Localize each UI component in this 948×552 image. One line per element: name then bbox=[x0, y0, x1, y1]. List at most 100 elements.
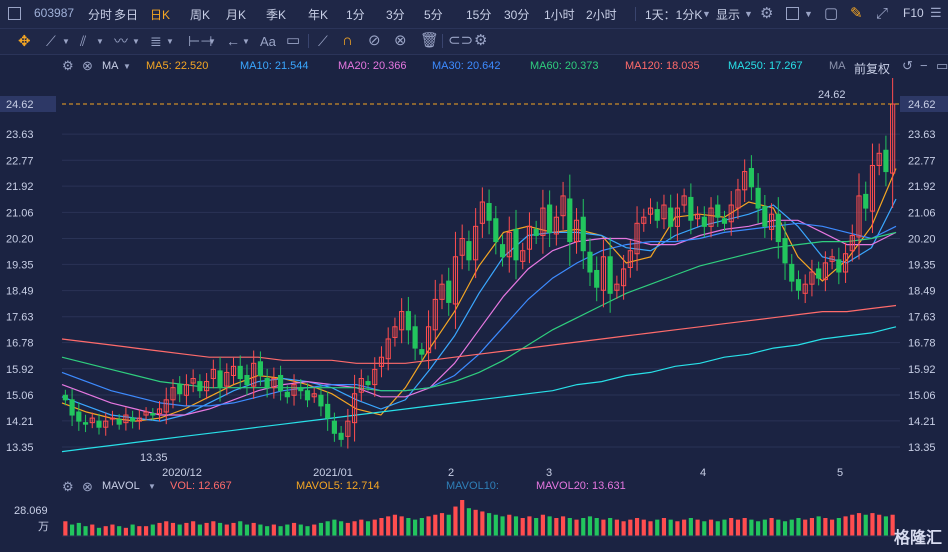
volume-bar bbox=[628, 519, 633, 536]
magnet-icon[interactable]: ∩ bbox=[342, 32, 353, 49]
settings-icon[interactable]: ⚙ bbox=[62, 58, 74, 73]
chevron-down-icon[interactable]: ▼ bbox=[242, 37, 250, 46]
candlesticks bbox=[62, 78, 896, 449]
tab-period-5[interactable]: 季K bbox=[266, 8, 287, 22]
volume-axis-value: 28.069 bbox=[14, 505, 48, 517]
candle bbox=[136, 417, 142, 422]
window-icon[interactable]: ▢ bbox=[824, 5, 839, 22]
settings-icon[interactable]: ⚙ bbox=[62, 479, 74, 494]
trendline-tool-icon[interactable]: ⫽ bbox=[80, 33, 87, 49]
chevron-down-icon[interactable]: ▼ bbox=[208, 37, 216, 46]
chevron-down-icon[interactable]: ▼ bbox=[148, 482, 156, 491]
pencil-icon[interactable]: ✎ bbox=[850, 5, 863, 22]
volume-bar bbox=[608, 518, 613, 536]
volume-bar bbox=[769, 518, 774, 536]
move-cursor-icon[interactable]: ✥ bbox=[18, 33, 31, 50]
close-icon[interactable]: ⊗ bbox=[82, 479, 93, 494]
line-tool-icon[interactable]: ⟋ bbox=[46, 33, 56, 49]
comment-tool-icon[interactable]: ▭ bbox=[286, 32, 301, 49]
chevron-down-icon[interactable]: ▼ bbox=[96, 37, 104, 46]
undo-icon[interactable]: ↺ bbox=[902, 58, 913, 73]
candle bbox=[600, 256, 607, 291]
candle bbox=[627, 250, 633, 268]
fullscreen-icon[interactable]: ⤢ bbox=[876, 5, 889, 22]
drawing-settings-icon[interactable]: ⚙ bbox=[474, 32, 488, 49]
tab-period-13[interactable]: 2小时 bbox=[586, 8, 617, 22]
select-checkbox[interactable] bbox=[8, 7, 21, 20]
fibonacci-tool-icon[interactable]: ≣ bbox=[150, 33, 162, 49]
combo-period-select[interactable]: 1天：1分K bbox=[645, 8, 703, 22]
chevron-down-icon[interactable]: ▼ bbox=[123, 62, 131, 71]
trash-icon[interactable]: 🗑 bbox=[420, 32, 440, 49]
candle bbox=[230, 365, 237, 376]
chevron-down-icon[interactable]: ▼ bbox=[62, 37, 70, 46]
mavol-indicator-label[interactable]: MAVOL bbox=[102, 480, 140, 492]
tab-period-10[interactable]: 15分 bbox=[466, 8, 492, 22]
drawing-toolbar: ✥ ⟋ ▼ ⫽ ▼ 〰 ▼ ≣ ▼ ⊢⊣ ▼ ← ▼ Aa ▭ ⟋ ∩ ⊘ ⊗ … bbox=[0, 29, 948, 55]
adjust-mode-select[interactable]: 前复权 bbox=[854, 62, 891, 76]
ma-indicator-label[interactable]: MA bbox=[102, 60, 119, 72]
toggle-drawings-icon[interactable]: ⊂⊃ bbox=[448, 32, 474, 49]
chevron-down-icon[interactable]: ▼ bbox=[166, 37, 174, 46]
volume-bar bbox=[843, 516, 848, 536]
volume-bar bbox=[379, 518, 384, 536]
wave-tool-icon[interactable]: 〰 bbox=[114, 33, 128, 49]
chevron-down-icon[interactable]: ▼ bbox=[702, 9, 711, 19]
tab-period-11[interactable]: 30分 bbox=[504, 8, 530, 22]
close-icon[interactable]: ⊗ bbox=[82, 58, 93, 73]
more-icon[interactable]: ☰ bbox=[930, 5, 942, 20]
volume-bar bbox=[365, 521, 371, 536]
tab-period-8[interactable]: 3分 bbox=[386, 8, 405, 22]
tab-period-9[interactable]: 5分 bbox=[424, 8, 443, 22]
tab-period-2[interactable]: 日K bbox=[150, 8, 171, 22]
volume-chart[interactable]: 28.069 万 bbox=[0, 496, 948, 552]
price-chart[interactable]: 23.63 22.77 21.92 21.06 20.20 19.35 18.49 17.63… bbox=[0, 78, 948, 476]
candle bbox=[634, 222, 640, 255]
chevron-down-icon[interactable]: ▼ bbox=[132, 37, 140, 46]
tab-period-1[interactable]: 多日 bbox=[114, 8, 139, 22]
candle bbox=[695, 213, 701, 220]
candle bbox=[89, 417, 95, 424]
candle bbox=[271, 378, 277, 389]
candle bbox=[520, 250, 526, 262]
minus-icon[interactable]: − bbox=[920, 58, 928, 73]
chevron-down-icon[interactable]: ▼ bbox=[804, 9, 813, 19]
volume-bar bbox=[238, 521, 243, 536]
volume-bar bbox=[439, 513, 445, 536]
candle bbox=[399, 311, 405, 331]
price-tick: 22.77 bbox=[908, 155, 936, 167]
tab-period-6[interactable]: 年K bbox=[308, 8, 329, 22]
volume-bar bbox=[493, 514, 498, 536]
hide-drawings-icon[interactable]: ⊗ bbox=[394, 32, 407, 49]
layout-checkbox[interactable] bbox=[786, 7, 799, 20]
f10-button[interactable]: F10 bbox=[903, 6, 924, 20]
volume-bar bbox=[641, 519, 646, 536]
text-tool-button[interactable]: Aa bbox=[260, 34, 276, 49]
display-menu[interactable]: 显示 bbox=[716, 8, 741, 22]
volume-bar bbox=[520, 518, 525, 536]
candle bbox=[748, 168, 754, 188]
arrow-tool-icon[interactable]: ← bbox=[226, 33, 240, 49]
chevron-down-icon[interactable]: ▼ bbox=[744, 9, 753, 19]
tab-period-7[interactable]: 1分 bbox=[346, 8, 365, 22]
lock-drawings-icon[interactable]: ⊘ bbox=[368, 32, 381, 49]
candle bbox=[856, 195, 862, 238]
price-tick: 20.20 bbox=[908, 234, 936, 246]
candle bbox=[116, 419, 122, 425]
candle bbox=[224, 371, 230, 387]
tab-period-4[interactable]: 月K bbox=[226, 8, 247, 22]
volume-bar bbox=[211, 521, 216, 536]
measure-tool-icon[interactable]: ⊢⊣ bbox=[188, 33, 213, 49]
tab-period-0[interactable]: 分时 bbox=[88, 8, 113, 22]
settings-icon[interactable]: ⚙ bbox=[760, 5, 774, 22]
candle bbox=[338, 432, 344, 440]
ruler-tool-icon[interactable]: ⟋ bbox=[318, 33, 328, 49]
volume-bar bbox=[708, 519, 714, 536]
volume-bar bbox=[803, 519, 808, 536]
candle bbox=[708, 207, 714, 227]
tab-period-3[interactable]: 周K bbox=[190, 8, 211, 22]
tab-period-12[interactable]: 1小时 bbox=[544, 8, 575, 22]
volume-bar bbox=[581, 518, 586, 536]
candle bbox=[439, 283, 445, 300]
restore-icon[interactable]: ▭ bbox=[936, 58, 948, 73]
